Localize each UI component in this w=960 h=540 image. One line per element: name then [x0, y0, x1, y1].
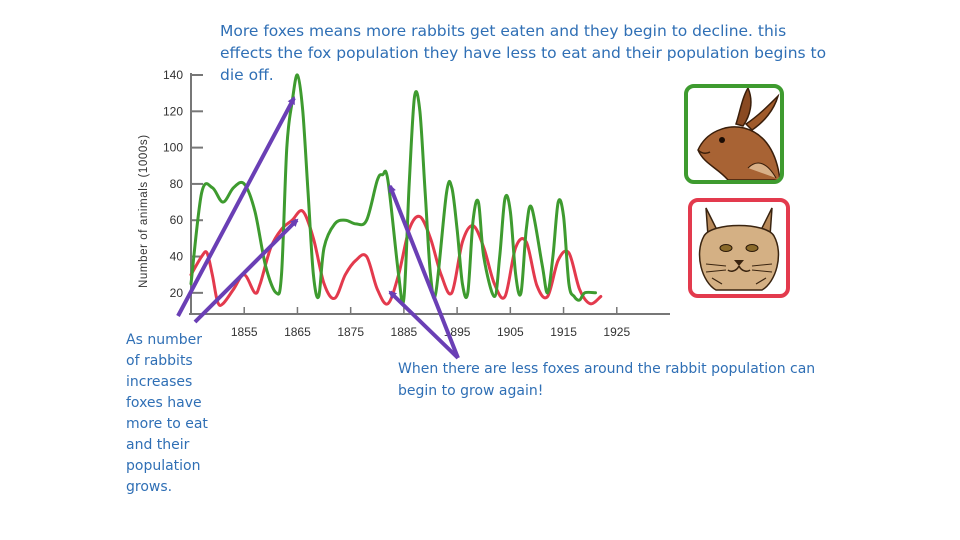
annotation-left: As number of rabbits increases foxes hav…: [126, 332, 208, 495]
arrow-to-fox-peak: [176, 96, 296, 317]
rabbit-picture: [684, 84, 784, 184]
y-tick-label: 100: [163, 141, 183, 155]
x-tick-label: 1865: [284, 325, 311, 339]
y-tick-label: 140: [163, 68, 183, 82]
arrow-to-fox-trough: [388, 290, 460, 360]
arrow-to-rabbit-peak: [388, 184, 460, 359]
y-tick-label: 80: [170, 177, 184, 191]
annotation-arrows: [176, 96, 460, 360]
arrow-to-rabbit-rise: [193, 218, 299, 324]
y-tick-label: 120: [163, 104, 183, 118]
chart-series: [189, 73, 603, 307]
x-tick-label: 1855: [231, 325, 258, 339]
wildcat-icon: [698, 207, 780, 291]
annotation-top: More foxes means more rabbits get eaten …: [220, 22, 827, 84]
x-tick-label: 1925: [603, 325, 630, 339]
x-tick-label: 1905: [497, 325, 524, 339]
y-tick-label: 20: [170, 286, 184, 300]
rabbit-icon: [697, 88, 780, 180]
wildcat-picture: [688, 198, 790, 298]
x-tick-label: 1915: [550, 325, 577, 339]
x-tick-label: 1885: [391, 325, 418, 339]
y-axis-label: Number of animals (1000s): [138, 134, 150, 288]
y-tick-label: 40: [170, 250, 184, 264]
y-tick-label: 60: [170, 213, 184, 227]
y-ticks: 20 40 60 80 100 120 140: [163, 68, 203, 300]
x-tick-label: 1875: [337, 325, 364, 339]
rabbit-population-line: [189, 73, 597, 306]
annotation-bottom: When there are less foxes around the rab…: [398, 361, 816, 399]
